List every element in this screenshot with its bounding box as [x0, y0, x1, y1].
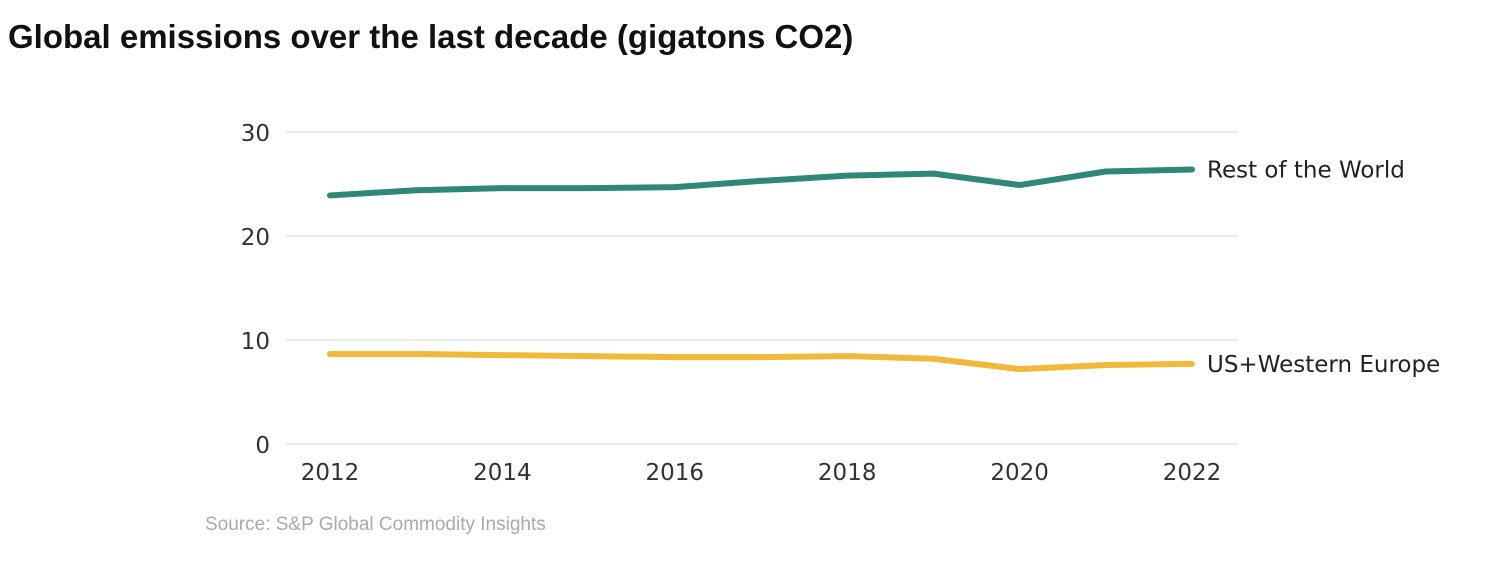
x-tick-label: 2016: [646, 460, 705, 486]
series-line: [327, 351, 1195, 373]
y-tick-label: 10: [241, 329, 270, 355]
y-tick-label: 0: [255, 433, 270, 459]
x-tick-label: 2012: [301, 460, 360, 486]
series-label: US+Western Europe: [1207, 352, 1440, 378]
x-tick-label: 2014: [473, 460, 532, 486]
y-tick-label: 30: [241, 121, 270, 147]
y-tick-label: 20: [241, 225, 270, 251]
x-tick-label: 2022: [1163, 460, 1222, 486]
x-tick-label: 2020: [990, 460, 1049, 486]
series-line: [327, 166, 1195, 199]
source-note: Source: S&P Global Commodity Insights: [205, 514, 546, 535]
series-label: Rest of the World: [1207, 157, 1405, 183]
chart-title: Global emissions over the last decade (g…: [8, 18, 854, 55]
x-tick-label: 2018: [818, 460, 877, 486]
